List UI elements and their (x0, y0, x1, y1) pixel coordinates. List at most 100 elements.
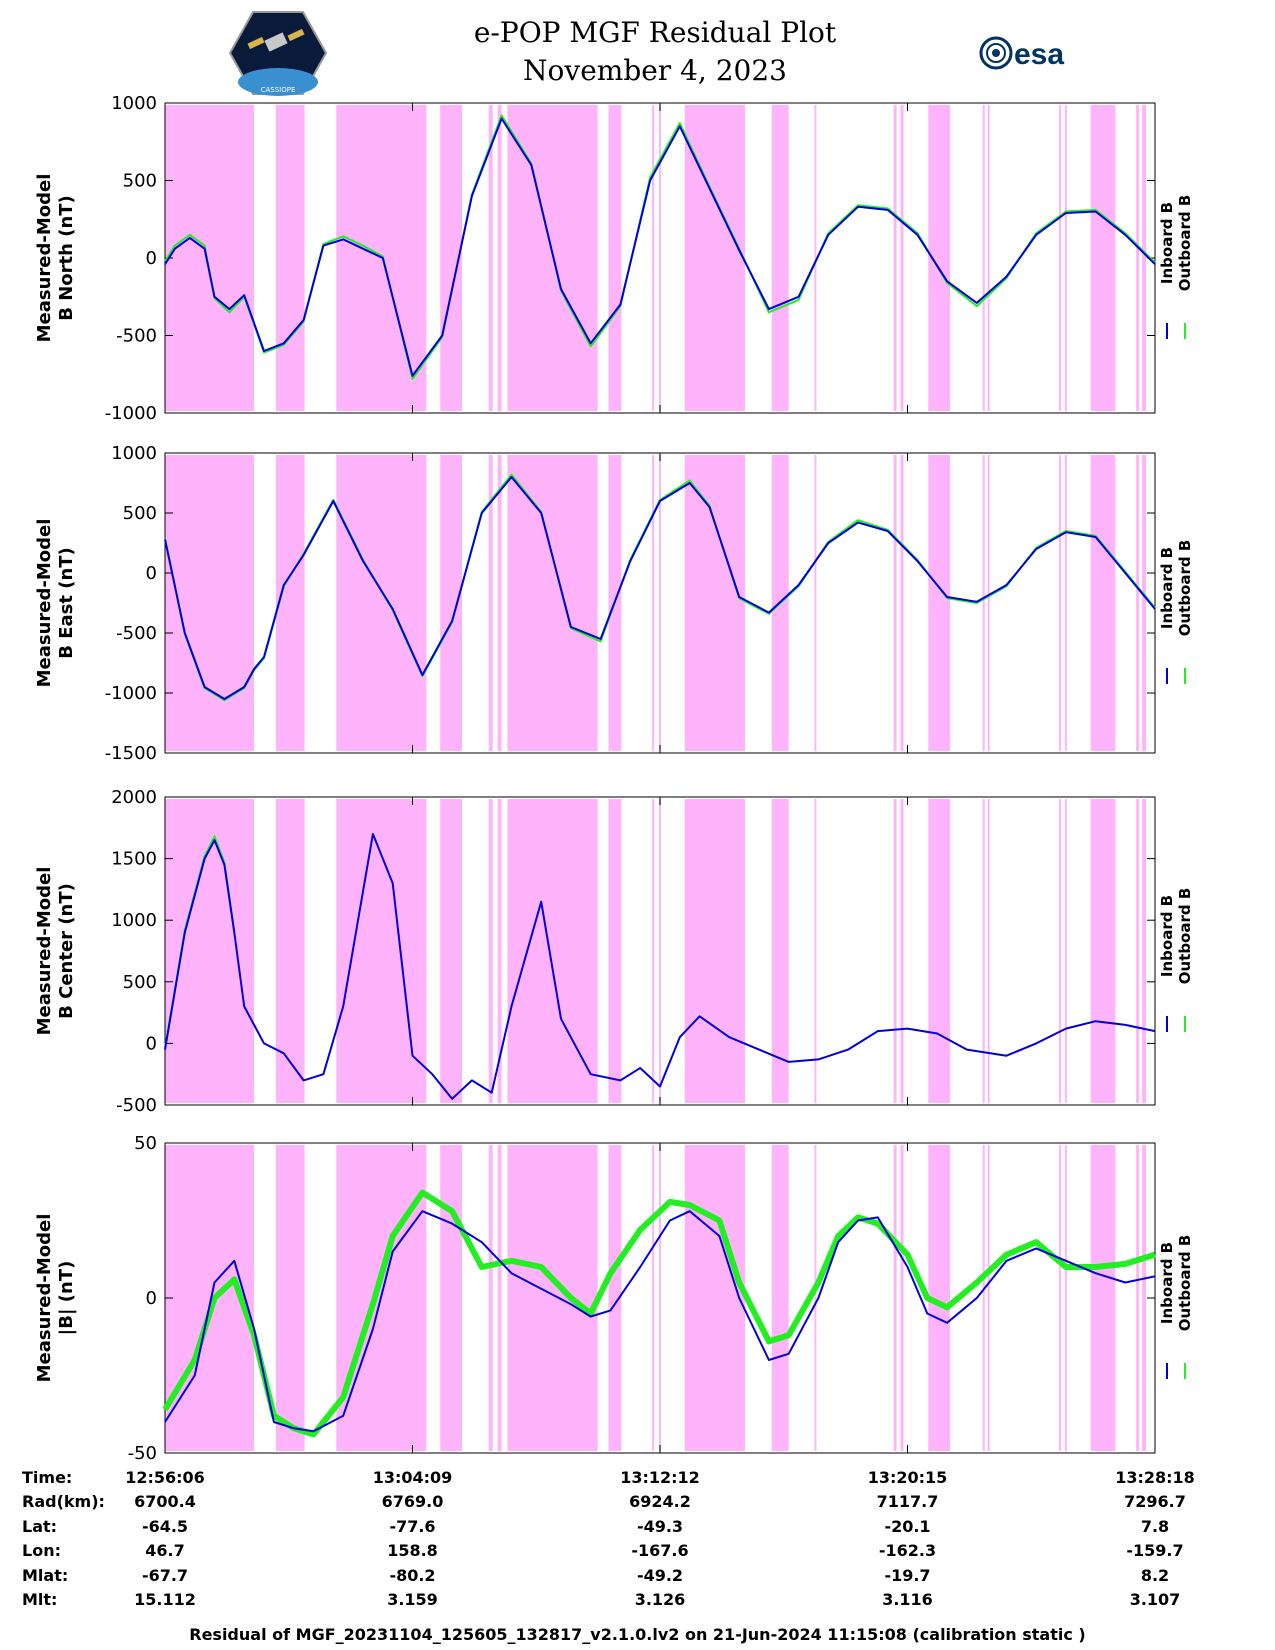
shaded-interval (900, 799, 904, 1103)
y-axis-label-line1: Measured-Model (34, 867, 55, 1036)
shaded-interval (814, 455, 817, 751)
x-axis-mlt-value: 3.159 (387, 1590, 438, 1609)
x-axis-lon-value: -159.7 (1126, 1541, 1184, 1560)
legend-outboard-label: Outboard B (1176, 195, 1194, 292)
shaded-interval (275, 105, 305, 411)
shaded-interval (497, 455, 502, 751)
shaded-interval (652, 455, 655, 751)
shaded-interval (608, 799, 622, 1103)
y-tick-label: 0 (146, 563, 157, 584)
y-axis-label-line2: B Center (nT) (56, 883, 77, 1019)
series-inboard-line (164, 476, 1156, 700)
shaded-interval (440, 799, 462, 1103)
y-axis-label-line1: Measured-Model (34, 519, 55, 688)
shaded-interval (987, 1145, 990, 1451)
shaded-interval (928, 1145, 951, 1451)
shaded-interval (987, 105, 990, 411)
shaded-interval (659, 799, 661, 1103)
x-axis-lon-value: 158.8 (387, 1541, 438, 1560)
y-tick-label: 1000 (111, 93, 157, 114)
shaded-interval (900, 1145, 904, 1451)
shaded-interval (1142, 799, 1147, 1103)
x-axis-time-value: 13:20:15 (867, 1468, 948, 1487)
shaded-interval (1064, 799, 1067, 1103)
x-axis-mlt-value: 3.107 (1129, 1590, 1181, 1609)
shaded-interval (488, 1145, 493, 1451)
shaded-interval (928, 799, 951, 1103)
panel-2: 1000 500 0 -500 -1000 -1500 Measured-Model B Ea… (34, 443, 1194, 764)
x-axis-mlt-value: 15.112 (134, 1590, 196, 1609)
shaded-interval (507, 1145, 598, 1451)
panel-4: 50 0 -50 Measured-Model |B| (nT) Inboard B Out… (34, 1133, 1194, 1464)
x-axis-rad-value: 6700.4 (134, 1492, 196, 1511)
shaded-interval (900, 105, 904, 411)
shaded-interval (1142, 455, 1147, 751)
y-tick-label: -500 (116, 1095, 157, 1116)
x-axis-time-value: 13:04:09 (372, 1468, 453, 1487)
shaded-interval (336, 455, 427, 751)
shaded-interval (928, 105, 951, 411)
shaded-interval (1064, 105, 1067, 411)
shaded-interval (893, 1145, 897, 1451)
shaded-interval (987, 799, 990, 1103)
x-axis-mlat-value: -80.2 (389, 1566, 436, 1585)
shaded-interval (1058, 1145, 1061, 1451)
shaded-interval (1090, 455, 1116, 751)
row-label-rad: Rad(km): (22, 1492, 105, 1511)
row-label-lat: Lat: (22, 1517, 58, 1536)
y-tick-label: 1500 (111, 849, 157, 870)
shaded-interval (497, 799, 502, 1103)
shaded-interval (1136, 105, 1140, 411)
x-axis-lat-value: -64.5 (141, 1517, 189, 1536)
shaded-interval (928, 455, 951, 751)
series-inboard-line (164, 833, 1156, 1100)
shaded-interval (165, 455, 255, 751)
x-axis-rad-value: 6924.2 (629, 1492, 691, 1511)
shaded-interval (893, 799, 897, 1103)
shaded-interval (771, 105, 789, 411)
x-axis-mlat-value: -49.2 (636, 1566, 684, 1585)
x-axis-mlat-value: -19.7 (884, 1566, 931, 1585)
shaded-interval (771, 799, 789, 1103)
legend-outboard-label: Outboard B (1176, 540, 1194, 637)
y-tick-label: -1500 (105, 743, 157, 764)
y-tick-label: -1000 (105, 403, 157, 424)
y-axis-label-line1: Measured-Model (34, 174, 55, 343)
shaded-interval (1136, 455, 1140, 751)
shaded-interval (1136, 1145, 1140, 1451)
x-axis-mlat-value: -67.7 (141, 1566, 189, 1585)
footer-note: Residual of MGF_20231104_125605_132817_v… (189, 1625, 1086, 1644)
shaded-interval (1058, 105, 1061, 411)
y-axis-label-line2: |B| (nT) (56, 1261, 77, 1336)
x-axis-lon-value: -167.6 (631, 1541, 689, 1560)
shaded-interval (1064, 455, 1067, 751)
shaded-interval (814, 799, 817, 1103)
shaded-interval (987, 455, 990, 751)
legend-inboard-label: Inboard B (1158, 202, 1176, 284)
panel-1: 1000 500 0 -500 -1000 Measured-Model B North (… (34, 93, 1194, 424)
y-axis-label-line2: B East (nT) (56, 547, 77, 659)
legend-outboard-label: Outboard B (1176, 888, 1194, 985)
x-axis-rad-value: 7296.7 (1124, 1492, 1186, 1511)
y-tick-label: 1000 (111, 910, 157, 931)
row-label-mlat: Mlat: (22, 1566, 69, 1585)
y-tick-label: -500 (116, 623, 157, 644)
panel-3: 2000 1500 1000 500 0 -500 Measured-Model B Cent… (34, 787, 1194, 1116)
row-label-lon: Lon: (22, 1541, 61, 1560)
y-tick-label: 1000 (111, 443, 157, 464)
shaded-interval (165, 105, 255, 411)
shaded-interval (684, 799, 746, 1103)
y-tick-label: 500 (123, 503, 157, 524)
shaded-interval (507, 799, 598, 1103)
shaded-interval (900, 455, 904, 751)
shaded-interval (1142, 105, 1147, 411)
shaded-interval (1064, 1145, 1067, 1451)
x-axis-lat-value: -77.6 (389, 1517, 436, 1536)
x-axis-time-value: 13:12:12 (620, 1468, 700, 1487)
shaded-interval (652, 799, 655, 1103)
shaded-interval (814, 1145, 817, 1451)
y-tick-label: 2000 (111, 787, 157, 808)
y-axis-label-line2: B North (nT) (56, 195, 77, 321)
shaded-interval (336, 799, 427, 1103)
